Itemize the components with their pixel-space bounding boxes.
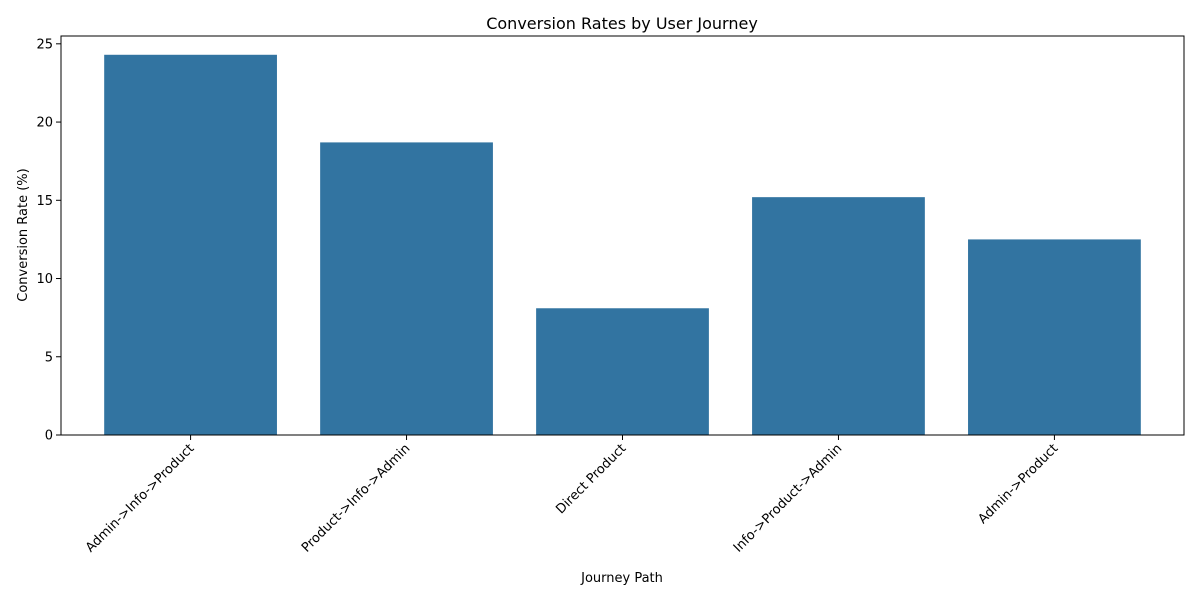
x-tick-label-1: Admin->Info->Product [83, 441, 197, 555]
y-tick-label-3: 10 [36, 272, 53, 287]
y-axis-label: Conversion Rate (%) [16, 168, 31, 301]
x-tick-label-4: Info->Product->Admin [731, 441, 845, 555]
bar-1 [104, 54, 277, 435]
x-axis-label: Journey Path [580, 571, 663, 586]
bar-3 [536, 308, 709, 435]
y-tick-label-6: 25 [36, 37, 53, 52]
y-axis: 0 5 10 15 20 25 [36, 37, 61, 444]
y-tick-label-5: 20 [36, 116, 53, 131]
y-tick-label-4: 15 [36, 194, 53, 209]
x-tick-label-2: Product->Info->Admin [299, 441, 413, 555]
x-axis: Admin->Info->Product Product->Info->Admin… [83, 435, 1061, 556]
bar-5 [968, 239, 1141, 435]
x-tick-label-5: Admin->Product [975, 441, 1061, 527]
y-tick-label-1: 0 [45, 429, 53, 444]
chart-title: Conversion Rates by User Journey [486, 14, 758, 33]
bar-2 [320, 142, 493, 435]
bars-group [104, 54, 1141, 435]
y-tick-label-2: 5 [45, 350, 53, 365]
x-tick-label-3: Direct Product [553, 441, 629, 517]
bar-4 [752, 197, 925, 435]
